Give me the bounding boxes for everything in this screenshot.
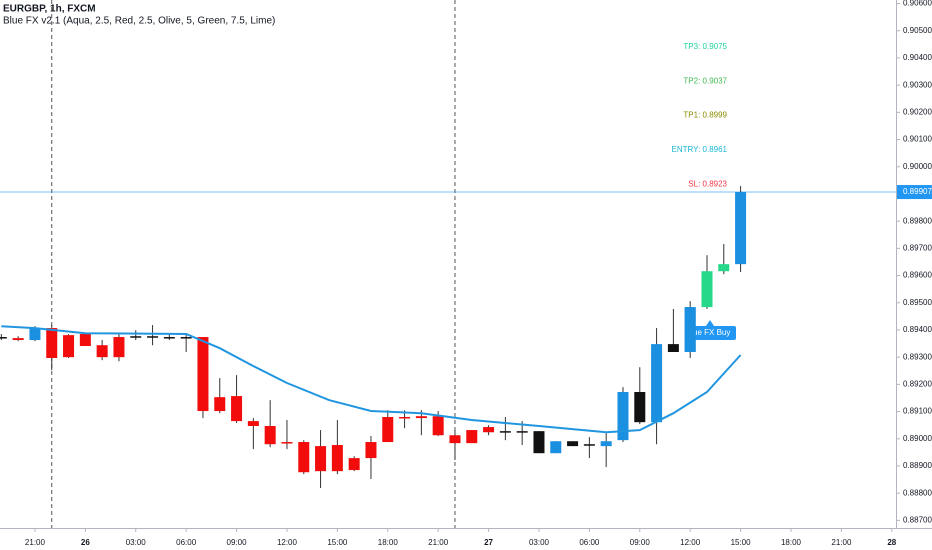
x-tick-label: 15:00: [327, 538, 348, 547]
x-tick-label: 26: [81, 538, 90, 547]
candle-body: [667, 344, 679, 352]
candle-body: [718, 264, 730, 272]
x-tick-label: 03:00: [529, 538, 550, 547]
candle-body: [231, 396, 243, 422]
level-label: TP3: 0.9075: [683, 42, 727, 51]
x-tick-label: 18:00: [378, 538, 399, 547]
y-tick-label: 0.88900: [903, 461, 932, 470]
level-label: SL: 0.8923: [688, 179, 727, 188]
last-price-box: [897, 185, 932, 200]
candle-body: [163, 337, 175, 339]
signal-callout: ue FX Buy: [690, 320, 736, 340]
candle-body: [617, 391, 629, 441]
candle-body: [651, 344, 663, 423]
candle-body: [399, 417, 411, 419]
candle-body: [130, 336, 142, 338]
y-tick-label: 0.90600: [903, 0, 932, 8]
candle-body: [735, 192, 747, 265]
x-tick-label: 03:00: [126, 538, 147, 547]
candle-body: [348, 458, 360, 471]
chart-title: EURGBP, 1h, FXCM: [3, 4, 96, 15]
indicator-legend: Blue FX v2.1 (Aqua, 2.5, Red, 2.5, Olive…: [3, 16, 275, 27]
candle-body: [264, 425, 276, 445]
candle-body: [180, 337, 192, 339]
candle-body: [46, 328, 58, 358]
x-tick-label: 12:00: [277, 538, 298, 547]
candle-body: [197, 337, 209, 412]
y-tick-label: 0.89600: [903, 271, 932, 280]
candle-body: [550, 441, 562, 454]
level-label: TP2: 0.9037: [683, 76, 727, 85]
candle-body: [147, 336, 159, 338]
candle-body: [583, 444, 595, 446]
x-tick-label: 21:00: [831, 538, 852, 547]
signal-pointer: [706, 320, 714, 326]
level-label: TP1: 0.8999: [683, 111, 727, 120]
candle-body: [567, 441, 579, 447]
y-tick-label: 0.90500: [903, 26, 932, 35]
candle-body: [499, 431, 511, 433]
candle-body: [0, 337, 7, 339]
signal-label: ue FX Buy: [693, 328, 730, 337]
signal-box: [690, 326, 736, 340]
x-tick-label: 09:00: [227, 538, 248, 547]
y-tick-label: 0.90000: [903, 162, 932, 171]
candle-body: [365, 442, 377, 459]
x-tick-label: 27: [484, 538, 493, 547]
moving-average: [1, 325, 742, 434]
candle-body: [281, 442, 293, 444]
candle-body: [12, 338, 24, 341]
y-tick-label: 0.90200: [903, 107, 932, 116]
candle-body: [634, 391, 646, 423]
candle-body: [29, 328, 41, 341]
candle-body: [466, 430, 478, 444]
candle-body: [247, 421, 259, 426]
x-tick-label: 06:00: [579, 538, 600, 547]
candle-body: [63, 335, 75, 358]
x-tick-label: 09:00: [630, 538, 651, 547]
candle-body: [79, 334, 91, 347]
candle-body: [331, 445, 343, 472]
y-tick-label: 0.89700: [903, 243, 932, 252]
candle-body: [315, 446, 327, 472]
y-tick-label: 0.90400: [903, 53, 932, 62]
candle-body: [600, 441, 612, 447]
candle-body: [432, 416, 444, 436]
candle-body: [214, 397, 226, 412]
y-tick-label: 0.88700: [903, 515, 932, 524]
y-tick-label: 0.89000: [903, 434, 932, 443]
candle-body: [684, 307, 696, 352]
x-tick-label: 12:00: [680, 538, 701, 547]
candle-body: [415, 416, 427, 419]
candle-body: [382, 417, 394, 443]
y-tick-label: 0.88800: [903, 488, 932, 497]
candle-body: [533, 431, 545, 454]
x-tick-label: 28: [887, 538, 896, 547]
x-tick-label: 15:00: [731, 538, 752, 547]
y-tick-label: 0.89300: [903, 352, 932, 361]
candle-body: [483, 427, 495, 433]
candle-body: [516, 431, 528, 433]
x-tick-label: 21:00: [428, 538, 449, 547]
y-tick-label: 0.90100: [903, 135, 932, 144]
candle-body: [449, 435, 461, 444]
candle-body: [96, 345, 108, 358]
y-tick-label: 0.89200: [903, 379, 932, 388]
y-tick-label: 0.89800: [903, 216, 932, 225]
last-price-label: 0.89907: [903, 187, 932, 196]
candle-body: [113, 337, 125, 358]
y-tick-label: 0.89500: [903, 298, 932, 307]
x-tick-label: 06:00: [176, 538, 197, 547]
x-tick-label: 18:00: [781, 538, 802, 547]
level-label: ENTRY: 0.8961: [672, 145, 728, 154]
y-tick-label: 0.89100: [903, 407, 932, 416]
candle-body: [298, 442, 310, 473]
candle-body: [701, 271, 713, 308]
x-tick-label: 21:00: [25, 538, 46, 547]
y-tick-label: 0.89400: [903, 325, 932, 334]
y-tick-label: 0.90300: [903, 80, 932, 89]
